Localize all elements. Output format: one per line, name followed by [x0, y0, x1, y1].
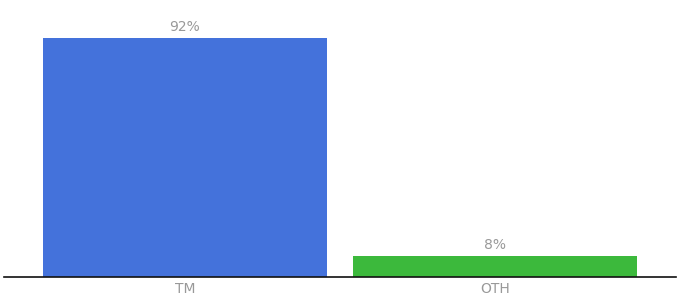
- Text: 92%: 92%: [169, 20, 201, 34]
- Bar: [43, 38, 327, 277]
- Text: 8%: 8%: [484, 238, 506, 252]
- Bar: [353, 256, 637, 277]
